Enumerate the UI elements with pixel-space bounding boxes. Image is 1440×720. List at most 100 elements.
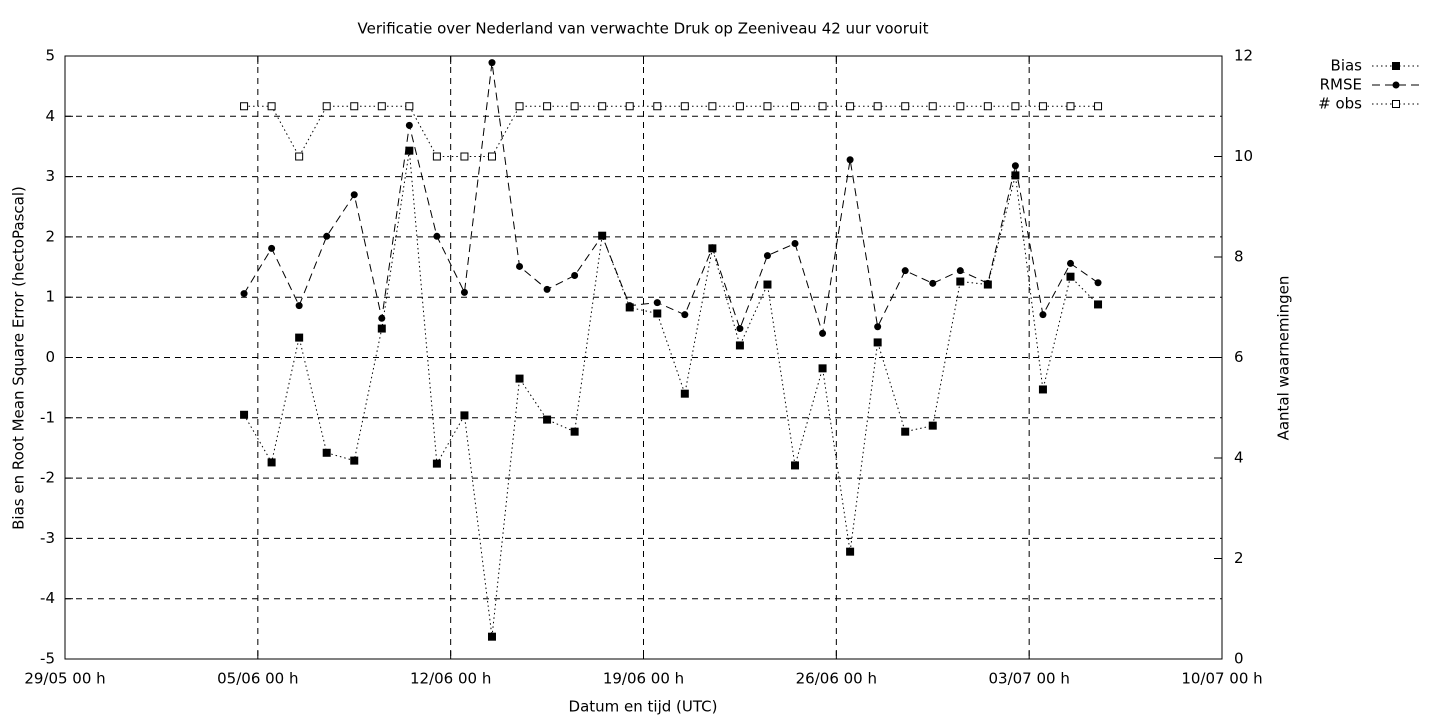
x-tick-label: 19/06 00 h <box>603 670 684 688</box>
y2-tick-label: 8 <box>1234 248 1244 266</box>
marker <box>846 102 855 111</box>
marker <box>267 458 276 467</box>
y-tick-label: 2 <box>45 227 55 245</box>
legend-marker <box>1392 81 1400 89</box>
marker <box>405 102 414 111</box>
marker <box>1038 385 1047 394</box>
marker <box>763 280 772 289</box>
marker <box>791 102 800 111</box>
legend-label: RMSE <box>1320 76 1362 94</box>
marker <box>1011 162 1019 170</box>
y2-tick-label: 6 <box>1234 348 1244 366</box>
marker <box>571 271 579 279</box>
x-tick-label: 26/06 00 h <box>796 670 877 688</box>
marker <box>240 102 249 111</box>
x-tick-label: 03/07 00 h <box>988 670 1069 688</box>
y-tick-label: 3 <box>45 167 55 185</box>
marker <box>598 102 607 111</box>
marker <box>626 302 634 310</box>
marker <box>681 311 689 319</box>
marker <box>516 262 524 270</box>
y-tick-label: 1 <box>45 288 55 306</box>
marker <box>322 102 331 111</box>
marker <box>735 102 744 111</box>
y-tick-label: 5 <box>45 47 55 65</box>
y2-tick-label: 12 <box>1234 47 1253 65</box>
marker <box>846 547 855 556</box>
marker <box>791 240 799 248</box>
marker <box>460 411 469 420</box>
y2-tick-label: 0 <box>1234 650 1244 668</box>
marker <box>901 267 909 275</box>
marker <box>901 102 910 111</box>
marker <box>873 338 882 347</box>
marker <box>928 102 937 111</box>
y2-axis-label: Aantal waarnemingen <box>1275 276 1293 441</box>
marker <box>295 333 304 342</box>
marker <box>625 102 634 111</box>
marker <box>350 102 359 111</box>
marker <box>819 329 827 337</box>
marker <box>653 309 662 318</box>
marker <box>735 341 744 350</box>
series-line <box>243 62 1099 334</box>
marker <box>1066 102 1075 111</box>
marker <box>543 285 551 293</box>
marker <box>984 279 992 287</box>
marker <box>240 290 248 298</box>
marker <box>763 102 772 111</box>
marker <box>432 459 441 468</box>
marker <box>488 59 496 67</box>
marker <box>350 456 359 465</box>
marker <box>487 152 496 161</box>
marker <box>240 410 249 419</box>
marker <box>405 121 413 129</box>
marker <box>708 244 716 252</box>
marker <box>653 102 662 111</box>
marker <box>1011 102 1020 111</box>
x-axis-label: Datum en tijd (UTC) <box>569 698 718 716</box>
marker <box>377 102 386 111</box>
marker <box>1039 311 1047 319</box>
marker <box>515 102 524 111</box>
marker <box>956 102 965 111</box>
marker <box>818 102 827 111</box>
legend-label: Bias <box>1331 57 1363 75</box>
marker <box>901 427 910 436</box>
x-tick-label: 10/07 00 h <box>1181 670 1262 688</box>
marker <box>267 102 276 111</box>
y-axis-label: Bias en Root Mean Square Error (hectoPas… <box>10 186 28 530</box>
marker <box>378 314 386 322</box>
series-line <box>243 150 1099 637</box>
marker <box>543 102 552 111</box>
marker <box>956 277 965 286</box>
y-tick-label: -4 <box>40 589 55 607</box>
legend-marker <box>1392 100 1400 108</box>
marker <box>763 252 771 260</box>
marker <box>543 415 552 424</box>
marker <box>791 461 800 470</box>
y-tick-label: -5 <box>40 650 55 668</box>
marker <box>983 102 992 111</box>
marker <box>598 232 606 240</box>
series-line <box>244 105 1099 158</box>
marker <box>874 323 882 331</box>
legend-marker <box>1392 62 1400 70</box>
marker <box>323 232 331 240</box>
marker <box>873 102 882 111</box>
marker <box>350 191 358 199</box>
y-tick-label: 0 <box>45 348 55 366</box>
marker <box>460 152 469 161</box>
marker <box>377 324 386 333</box>
marker <box>432 152 441 161</box>
marker <box>846 156 854 164</box>
x-tick-label: 12/06 00 h <box>410 670 491 688</box>
marker <box>1066 259 1074 267</box>
marker <box>956 267 964 275</box>
y-tick-label: -1 <box>40 408 55 426</box>
marker <box>736 325 744 333</box>
marker <box>653 299 661 307</box>
marker <box>433 232 441 240</box>
marker <box>295 302 303 310</box>
